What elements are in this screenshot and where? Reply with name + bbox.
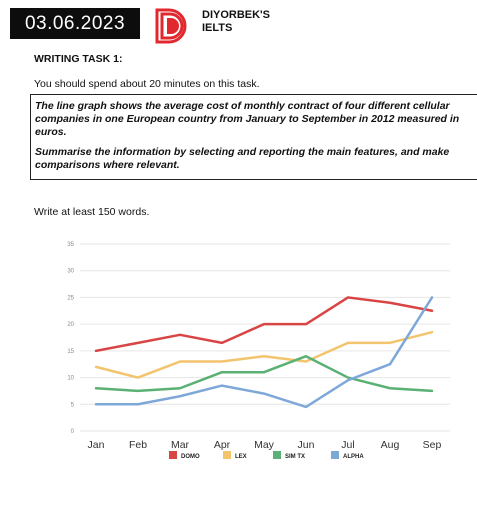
series-line-alpha bbox=[94, 296, 434, 409]
x-tick-label: Jan bbox=[88, 439, 105, 451]
brand-line-2: IELTS bbox=[202, 22, 233, 34]
y-tick-label: 5 bbox=[71, 402, 75, 408]
legend-label: ALPHA bbox=[343, 454, 364, 460]
x-tick-label: Jun bbox=[298, 439, 315, 451]
task-summary: Summarise the information by selecting a… bbox=[35, 146, 450, 171]
legend-swatch bbox=[223, 451, 231, 459]
x-tick-label: Mar bbox=[171, 439, 190, 451]
x-tick-label: May bbox=[254, 439, 275, 451]
task-heading: WRITING TASK 1: bbox=[34, 53, 123, 65]
x-tick-label: Aug bbox=[381, 439, 400, 451]
legend-swatch bbox=[169, 451, 177, 459]
legend-label: LEX bbox=[235, 454, 247, 460]
series-line-domo bbox=[94, 296, 434, 353]
series-line-sim-tx bbox=[94, 354, 434, 393]
x-tick-label: Feb bbox=[129, 439, 147, 451]
y-tick-label: 10 bbox=[67, 376, 74, 382]
task-prompt-box: The line graph shows the average cost of… bbox=[30, 94, 477, 180]
y-tick-label: 15 bbox=[67, 349, 74, 355]
brand-name: DIYORBEK'S IELTS bbox=[202, 9, 270, 35]
line-chart: 0 5 10 15 20 25 30 35 Jan Feb Mar Apr May Jun Jul Aug Se… bbox=[67, 242, 450, 460]
brand-logo-icon bbox=[155, 8, 187, 44]
y-tick-label: 20 bbox=[67, 322, 74, 328]
date-badge: 03.06.2023 bbox=[10, 8, 140, 39]
x-tick-label: Sep bbox=[423, 439, 442, 451]
y-tick-label: 0 bbox=[71, 429, 75, 435]
y-tick-label: 25 bbox=[67, 295, 74, 301]
y-tick-label: 35 bbox=[67, 242, 74, 248]
date-text: 03.06.2023 bbox=[24, 12, 126, 34]
x-tick-label: Apr bbox=[214, 439, 231, 451]
legend-label: SIM TX bbox=[285, 454, 305, 460]
task-prompt: The line graph shows the average cost of… bbox=[35, 100, 460, 138]
y-tick-label: 30 bbox=[67, 269, 74, 275]
x-tick-label: Jul bbox=[341, 439, 354, 451]
brand-line-1: DIYORBEK'S bbox=[202, 9, 271, 21]
legend-label: DOMO bbox=[181, 454, 200, 460]
legend-swatch bbox=[273, 451, 281, 459]
task-instruction: You should spend about 20 minutes on thi… bbox=[34, 78, 260, 90]
legend-swatch bbox=[331, 451, 339, 459]
series-line-lex bbox=[94, 330, 434, 379]
word-count-instruction: Write at least 150 words. bbox=[34, 206, 150, 218]
